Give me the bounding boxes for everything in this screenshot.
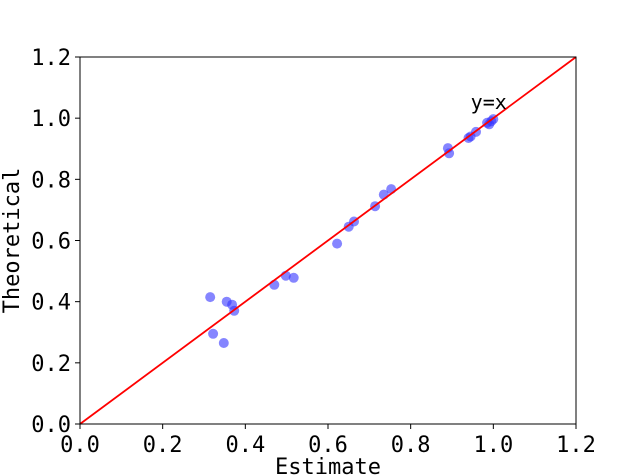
y-axis-label: Theoretical	[0, 168, 25, 314]
x-tick-label: 0.2	[143, 433, 183, 458]
y-axis-ticks: 0.0 0.2 0.4 0.6 0.8 1.0 1.2	[31, 46, 80, 438]
y-tick-label: 0.0	[31, 413, 71, 438]
y-tick-label: 0.4	[31, 291, 71, 316]
scatter-point	[205, 292, 216, 303]
y-tick-label: 1.2	[31, 46, 71, 71]
reference-line	[79, 56, 577, 425]
y-tick-label: 0.8	[31, 168, 71, 193]
x-tick-label: 0.6	[308, 433, 348, 458]
scatter-point	[386, 184, 397, 195]
x-tick-label: 0.8	[391, 433, 431, 458]
scatter-point	[332, 238, 343, 249]
x-tick-label: 1.0	[473, 433, 513, 458]
x-tick-label: 1.2	[556, 433, 596, 458]
y-equals-x-line	[79, 56, 577, 425]
x-axis-ticks: 0.0 0.2 0.4 0.6 0.8 1.0 1.2	[60, 424, 596, 458]
scatter-point	[208, 328, 219, 339]
x-axis-label: Estimate	[275, 455, 381, 476]
y-tick-label: 0.6	[31, 230, 71, 255]
x-tick-label: 0.0	[60, 433, 100, 458]
y-tick-label: 0.2	[31, 352, 71, 377]
scatter-points	[205, 114, 499, 348]
annotation-y-equals-x: y=x	[471, 90, 507, 114]
scatter-point	[288, 272, 299, 283]
y-tick-label: 1.0	[31, 107, 71, 132]
scatter-point	[218, 338, 229, 348]
x-tick-label: 0.4	[225, 433, 265, 458]
scatter-point	[444, 148, 455, 159]
